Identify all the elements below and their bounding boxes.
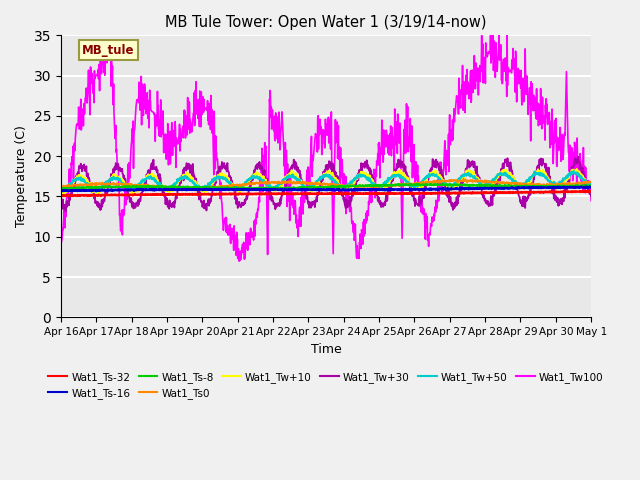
Wat1_Ts-16 [586, 184, 593, 190]
Wat1_Tw+10 [478, 182, 486, 188]
Wat1_Tw+10 [573, 166, 580, 172]
Wat1_Tw+10 [61, 191, 68, 197]
Wat1_Ts-32 [163, 192, 170, 198]
Text: MB_tule: MB_tule [82, 44, 134, 57]
Line: Wat1_Ts-8: Wat1_Ts-8 [61, 184, 591, 189]
Wat1_Tw+30 [525, 194, 532, 200]
Wat1_Tw+30 [62, 209, 70, 215]
Wat1_Tw+50 [235, 185, 243, 191]
Wat1_Ts0 [478, 178, 486, 183]
Wat1_Tw+10 [408, 184, 416, 190]
Wat1_Ts-32 [525, 190, 532, 195]
Wat1_Ts-8 [408, 182, 416, 188]
Wat1_Ts-8 [413, 181, 421, 187]
Wat1_Ts0 [525, 182, 532, 188]
Wat1_Tw100 [486, 33, 494, 38]
Wat1_Ts-32 [586, 188, 593, 194]
Wat1_Ts-32 [588, 189, 595, 194]
Wat1_Tw+30 [574, 154, 582, 160]
Wat1_Tw+50 [525, 178, 532, 183]
Wat1_Ts0 [461, 177, 468, 182]
Wat1_Ts0 [162, 184, 170, 190]
Wat1_Ts-8 [235, 185, 243, 191]
Wat1_Tw+30 [478, 188, 486, 193]
Wat1_Tw+50 [478, 181, 486, 187]
Wat1_Ts0 [408, 181, 416, 187]
Wat1_Tw+50 [163, 186, 170, 192]
X-axis label: Time: Time [310, 343, 341, 356]
Wat1_Tw100 [588, 198, 595, 204]
Wat1_Ts-16 [57, 188, 65, 194]
Legend: Wat1_Ts-32, Wat1_Ts-16, Wat1_Ts-8, Wat1_Ts0, Wat1_Tw+10, Wat1_Tw+30, Wat1_Tw+50,: Wat1_Ts-32, Wat1_Ts-16, Wat1_Ts-8, Wat1_… [44, 368, 608, 403]
Wat1_Tw100 [175, 135, 182, 141]
Line: Wat1_Ts-32: Wat1_Ts-32 [61, 191, 591, 196]
Wat1_Tw100 [162, 136, 170, 142]
Wat1_Ts-8 [57, 185, 65, 191]
Wat1_Tw+10 [235, 185, 243, 191]
Wat1_Ts-16 [524, 185, 532, 191]
Wat1_Ts-32 [57, 193, 65, 199]
Wat1_Ts0 [177, 187, 184, 192]
Wat1_Ts-16 [588, 184, 595, 190]
Wat1_Tw+50 [408, 182, 416, 188]
Y-axis label: Temperature (C): Temperature (C) [15, 125, 28, 227]
Wat1_Ts-16 [234, 186, 242, 192]
Wat1_Ts-32 [175, 192, 183, 197]
Wat1_Ts-8 [175, 184, 183, 190]
Wat1_Tw100 [235, 258, 243, 264]
Line: Wat1_Tw+50: Wat1_Tw+50 [61, 171, 591, 192]
Wat1_Tw+10 [525, 181, 532, 187]
Wat1_Ts-32 [478, 191, 486, 196]
Wat1_Tw+30 [588, 193, 595, 199]
Wat1_Tw+50 [588, 181, 595, 187]
Wat1_Tw100 [234, 247, 242, 252]
Wat1_Ts-32 [60, 193, 67, 199]
Wat1_Tw100 [478, 33, 486, 38]
Line: Wat1_Tw+30: Wat1_Tw+30 [61, 157, 591, 212]
Wat1_Ts-8 [163, 184, 170, 190]
Wat1_Tw+30 [163, 201, 170, 207]
Line: Wat1_Tw100: Wat1_Tw100 [61, 36, 591, 261]
Wat1_Ts0 [235, 182, 243, 188]
Wat1_Tw+30 [175, 183, 183, 189]
Wat1_Tw+50 [57, 187, 65, 193]
Wat1_Tw+10 [175, 177, 183, 183]
Wat1_Ts0 [57, 185, 65, 191]
Wat1_Tw+10 [163, 188, 170, 194]
Wat1_Tw+30 [57, 203, 65, 208]
Wat1_Tw100 [408, 175, 416, 180]
Wat1_Ts-32 [408, 191, 416, 196]
Wat1_Ts-16 [408, 186, 416, 192]
Wat1_Tw+50 [92, 189, 100, 194]
Wat1_Tw+10 [588, 183, 595, 189]
Wat1_Ts-16 [175, 187, 182, 192]
Wat1_Ts0 [175, 185, 182, 191]
Wat1_Ts-16 [477, 185, 485, 191]
Wat1_Tw100 [57, 240, 65, 246]
Wat1_Ts-8 [525, 183, 532, 189]
Wat1_Tw+30 [408, 191, 416, 197]
Wat1_Tw+50 [570, 168, 578, 174]
Wat1_Ts-8 [60, 186, 67, 192]
Wat1_Ts-32 [235, 192, 243, 197]
Wat1_Ts-16 [162, 187, 170, 192]
Wat1_Tw+50 [175, 177, 183, 183]
Wat1_Ts-8 [588, 183, 595, 189]
Line: Wat1_Ts0: Wat1_Ts0 [61, 180, 591, 190]
Wat1_Tw+10 [57, 189, 65, 195]
Line: Wat1_Tw+10: Wat1_Tw+10 [61, 169, 591, 194]
Wat1_Tw100 [525, 101, 532, 107]
Wat1_Ts0 [588, 179, 595, 185]
Wat1_Ts-8 [478, 182, 486, 188]
Title: MB Tule Tower: Open Water 1 (3/19/14-now): MB Tule Tower: Open Water 1 (3/19/14-now… [165, 15, 487, 30]
Wat1_Tw+30 [235, 203, 243, 208]
Line: Wat1_Ts-16: Wat1_Ts-16 [61, 187, 591, 191]
